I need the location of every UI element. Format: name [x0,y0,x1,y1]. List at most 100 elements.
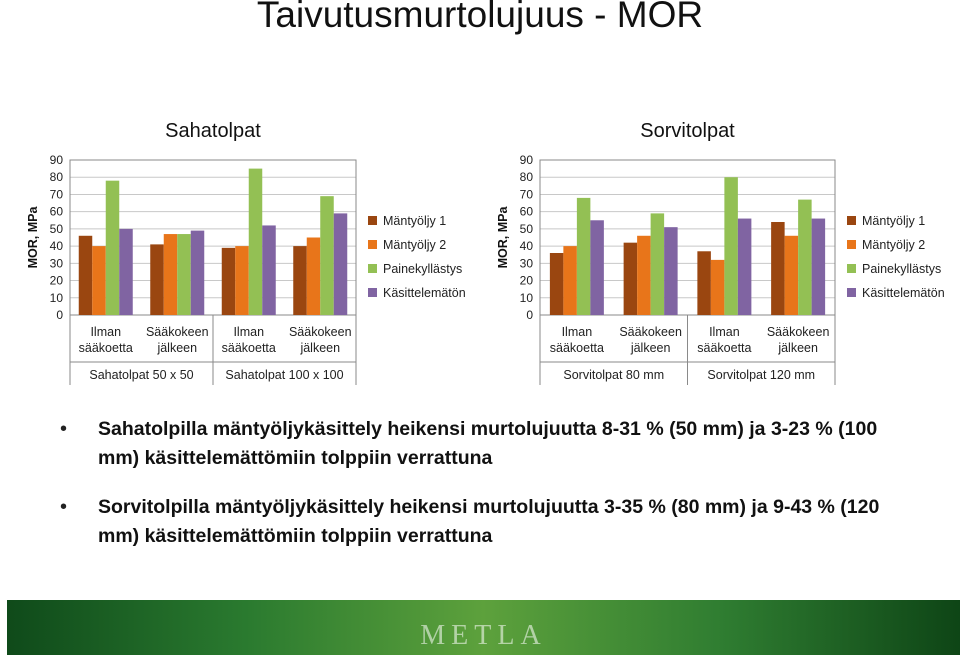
category-label: Ilman [562,325,593,339]
category-label: Ilman [233,325,264,339]
bar [724,177,738,315]
slide-title: Taivutusmurtolujuus - MOR [256,0,704,35]
bullet-item: • Sorvitolpilla mäntyöljykäsittely heike… [60,493,920,551]
metla-logo: METLA [420,620,547,651]
y-tick-label: 50 [50,222,64,236]
bar [92,246,106,315]
bar [771,222,785,315]
bar [784,235,799,315]
bar [664,227,678,315]
category-label: Sääkokeen [767,325,830,339]
category-label: Sääkokeen [619,325,682,339]
bullet-dot-icon: • [60,418,68,440]
y-tick-label: 70 [520,187,534,201]
legend-swatch [368,240,377,249]
bar [576,197,591,315]
category-label: sääkoetta [550,341,604,355]
y-tick-label: 20 [50,274,64,288]
category-label: jälkeen [630,341,671,355]
category-label: jälkeen [299,341,340,355]
y-tick-label: 70 [50,187,64,201]
legend-label: Mäntyöljy 1 [862,214,925,228]
bullet-text: Sorvitolpilla mäntyöljykäsittely heikens… [98,496,880,547]
y-tick-label: 0 [526,308,533,322]
y-tick-label: 60 [50,205,64,219]
bar [623,242,638,315]
legend-label: Painekyllästys [383,262,462,276]
y-tick-label: 40 [520,239,534,253]
y-tick-label: 90 [50,153,64,167]
category-label: sääkoetta [222,341,276,355]
legend-swatch [847,216,856,225]
legend-swatch [368,216,377,225]
y-tick-label: 30 [50,256,64,270]
bullet-text: Sahatolpilla mäntyöljykäsittely heikensi… [98,418,878,469]
y-tick-label: 60 [520,205,534,219]
bar [320,196,334,315]
group-label: Sorvitolpat 120 mm [707,368,815,382]
bar [710,259,725,315]
legend-label: Mäntyöljy 1 [383,214,446,228]
y-tick-label: 50 [520,222,534,236]
legend-label: Mäntyöljy 2 [383,238,446,252]
y-tick-label: 90 [520,153,534,167]
bar [650,213,665,315]
bar [306,237,321,315]
bar [637,235,651,315]
y-tick-label: 10 [50,291,64,305]
y-axis-label: MOR, MPa [26,206,40,269]
legend-swatch [368,288,377,297]
legend-label: Käsittelemätön [383,286,466,300]
y-tick-label: 20 [520,274,534,288]
bullet-list: • Sahatolpilla mäntyöljykäsittely heiken… [60,415,920,571]
bar [333,213,348,315]
legend-swatch [368,264,377,273]
category-label: Sääkokeen [289,325,352,339]
legend-swatch [847,264,856,273]
bar [177,234,191,315]
bullet-dot-icon: • [60,496,68,518]
sorvitolpat-chart: Sorvitolpat 0 10 20 30 40 50 60 70 80 90 MOR, MPa Il… [496,120,945,385]
group-label: Sahatolpat 100 x 100 [225,368,343,382]
bar [119,228,133,315]
bar [78,235,93,315]
group-label: Sorvitolpat 80 mm [563,368,664,382]
bar [190,230,205,315]
bar [105,180,120,315]
chart-title: Sahatolpat [165,120,261,142]
bullet-item: • Sahatolpilla mäntyöljykäsittely heiken… [60,415,920,473]
bar [235,246,249,315]
bar [262,225,276,315]
y-tick-label: 80 [50,170,64,184]
group-label: Sahatolpat 50 x 50 [89,368,193,382]
footer-banner: METLA [7,600,960,655]
category-label: jälkeen [156,341,197,355]
legend-swatch [847,288,856,297]
bar [549,253,564,315]
y-tick-label: 0 [56,308,63,322]
legend-label: Painekyllästys [862,262,941,276]
y-tick-label: 80 [520,170,534,184]
bar [811,218,826,315]
category-label: jälkeen [777,341,818,355]
bar [221,247,236,315]
legend-label: Käsittelemätön [862,286,945,300]
category-label: Ilman [709,325,740,339]
chart-title: Sorvitolpat [640,120,735,142]
category-label: sääkoetta [697,341,751,355]
sahatolpat-chart: Sahatolpat 0 10 20 30 40 50 60 70 80 90 MOR, MPa Ilm… [26,120,466,385]
bar [248,168,263,315]
y-tick-label: 10 [520,291,534,305]
legend-label: Mäntyöljy 2 [862,238,925,252]
category-label: sääkoetta [79,341,133,355]
y-tick-label: 40 [50,239,64,253]
category-label: Sääkokeen [146,325,209,339]
bar [590,220,604,315]
bar [697,251,711,315]
y-axis-label: MOR, MPa [496,206,510,269]
bar [150,244,164,315]
bar [293,246,307,315]
bar [798,199,812,315]
bar [163,234,178,315]
y-tick-label: 30 [520,256,534,270]
